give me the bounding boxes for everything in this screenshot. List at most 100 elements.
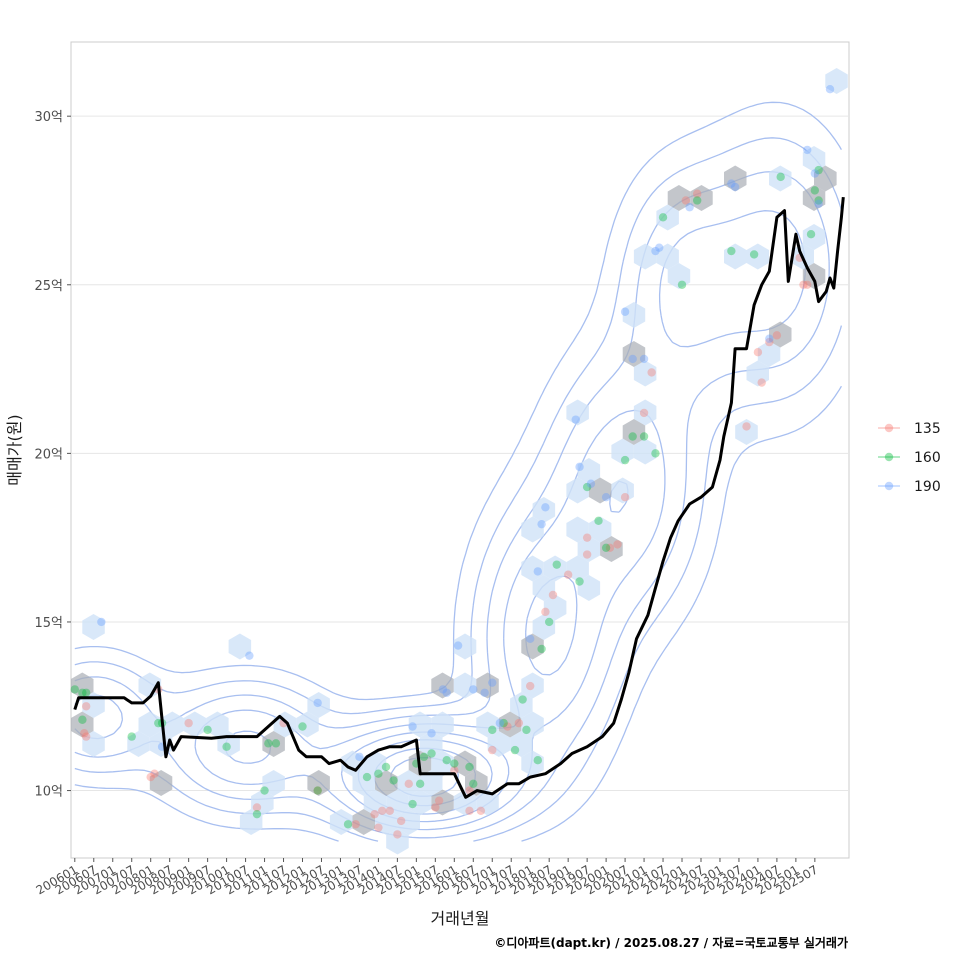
point-135 — [582, 533, 592, 542]
hex-bin — [611, 477, 634, 504]
hex-bin — [521, 633, 544, 660]
hex-bin — [363, 789, 387, 816]
point-190 — [730, 182, 740, 192]
hex-bin — [724, 165, 747, 192]
point-135 — [582, 550, 592, 559]
point-135 — [541, 607, 550, 617]
point-160 — [381, 762, 391, 772]
point-135 — [488, 745, 497, 755]
point-160 — [639, 432, 649, 441]
point-190 — [601, 493, 611, 502]
point-190 — [620, 307, 630, 316]
hex-bin — [476, 672, 499, 699]
point-190 — [453, 641, 463, 650]
point-190 — [469, 685, 478, 694]
hex-bin — [735, 419, 758, 445]
point-135 — [252, 803, 262, 812]
hex-bin — [521, 672, 544, 699]
point-160 — [343, 820, 353, 829]
y-tick-label: 20억 — [34, 447, 63, 462]
point-190 — [628, 354, 637, 364]
hex-bin — [724, 243, 747, 270]
hex-bin — [566, 399, 589, 426]
point-135 — [765, 337, 774, 347]
point-160 — [81, 688, 91, 697]
legend-item-190: 190 — [878, 479, 941, 495]
hex-bin — [656, 204, 679, 231]
legend-label: 160 — [914, 450, 941, 466]
point-160 — [522, 725, 531, 735]
hex-bin — [352, 809, 375, 835]
point-160 — [70, 685, 79, 694]
point-190 — [651, 246, 660, 256]
hex-bin — [82, 731, 105, 757]
point-135 — [81, 732, 91, 741]
point-135 — [393, 830, 402, 839]
point-135 — [404, 779, 413, 789]
point-190 — [685, 203, 694, 212]
hex-bin — [622, 341, 646, 367]
hex-bin — [566, 516, 589, 543]
point-190 — [355, 752, 364, 762]
hex-bin — [420, 731, 443, 757]
hex-bin — [600, 536, 623, 562]
legend-point — [884, 423, 894, 433]
hex-bin — [352, 770, 375, 796]
point-190 — [488, 678, 497, 687]
hex-bin — [161, 711, 184, 738]
point-135 — [692, 189, 702, 198]
hex-bin — [307, 770, 330, 796]
hex-bin — [566, 477, 589, 504]
point-135 — [803, 280, 812, 289]
hex-bin — [543, 594, 567, 621]
hex-bin — [262, 731, 285, 757]
hex-bin — [633, 243, 657, 270]
hex-bin — [487, 731, 511, 757]
point-160 — [776, 172, 785, 182]
point-160 — [594, 516, 603, 526]
density-contour — [74, 101, 842, 842]
hex-bin — [588, 516, 612, 543]
median-line — [73, 196, 845, 799]
point-160 — [374, 769, 383, 778]
hex-bin — [228, 633, 252, 660]
point-160 — [465, 762, 474, 772]
hex-bin — [375, 770, 398, 796]
point-135 — [313, 786, 322, 795]
point-135 — [772, 331, 782, 340]
point-160 — [260, 786, 269, 795]
y-tick-label: 25억 — [34, 279, 63, 294]
legend-point — [884, 481, 894, 491]
hex-bin — [127, 731, 150, 757]
point-160 — [408, 799, 417, 809]
point-160 — [154, 718, 163, 728]
point-160 — [810, 186, 820, 195]
point-135 — [150, 769, 159, 778]
hex-bin — [431, 750, 454, 777]
point-135 — [548, 590, 558, 600]
hex-bin — [532, 575, 556, 601]
point-135 — [613, 540, 622, 549]
y-axis-ticks: 10억 15억 20억 25억 30억 — [34, 110, 71, 800]
point-135 — [378, 806, 387, 815]
legend-point — [884, 452, 894, 462]
hex-bin — [566, 555, 589, 582]
hex-bin — [769, 165, 792, 192]
point-190 — [655, 243, 664, 252]
point-190 — [639, 354, 649, 364]
hex-bin — [465, 770, 488, 796]
hex-bin — [453, 672, 477, 699]
point-160 — [488, 725, 497, 735]
point-190 — [526, 634, 535, 644]
hex-bin — [532, 614, 556, 640]
point-160 — [628, 432, 637, 441]
hex-bin — [521, 750, 544, 777]
legend-label: 190 — [914, 479, 941, 495]
point-160 — [469, 779, 478, 789]
point-190 — [803, 145, 812, 155]
point-160 — [362, 772, 372, 782]
hex-bin — [633, 399, 657, 426]
hex-bin — [633, 438, 657, 465]
hex-bin — [521, 555, 544, 582]
point-160 — [222, 742, 231, 751]
